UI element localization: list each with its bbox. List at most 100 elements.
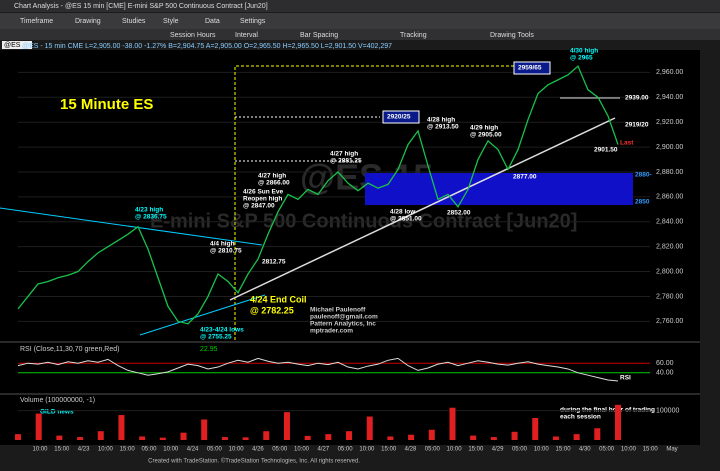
annotation: 4/28 high xyxy=(427,117,455,124)
toolbar-item[interactable]: Drawing Tools xyxy=(490,32,534,39)
volume-bar xyxy=(325,434,332,440)
level-box xyxy=(382,110,420,124)
annotation: 2939.00 xyxy=(625,95,649,102)
volume-bar xyxy=(159,437,166,440)
menu-item[interactable]: Studies xyxy=(122,18,146,25)
volume-bar xyxy=(304,435,311,440)
volume-bar xyxy=(118,415,125,440)
trend-line xyxy=(0,207,263,246)
trend-line xyxy=(229,117,616,301)
annotation: 2877.00 xyxy=(513,174,537,181)
annotation: Last xyxy=(620,140,634,147)
annotation: @ 2810.75 xyxy=(210,248,242,255)
x-tick-label: 10:00 xyxy=(294,447,310,453)
chart-title: 15 Minute ES xyxy=(60,96,153,113)
x-tick-label: 10:00 xyxy=(447,447,463,453)
volume-bar xyxy=(15,434,21,440)
y-tick-label: 2,940.00 xyxy=(656,94,683,101)
annotation: 2959/65 xyxy=(518,65,542,72)
x-tick-label: 10:00 xyxy=(229,447,245,453)
annotation: 4/23-4/24 lows xyxy=(200,327,244,334)
x-tick-label: 05:00 xyxy=(599,447,615,453)
annotation: 2812.75 xyxy=(262,259,286,266)
y-tick-label: 100000 xyxy=(656,408,679,415)
window-title: Chart Analysis - @ES 15 min [CME] E-mini… xyxy=(14,3,268,10)
annotation: 4/29 high xyxy=(470,125,498,132)
x-tick-label: 15:00 xyxy=(120,447,136,453)
volume-bar xyxy=(490,437,497,440)
volume-bar xyxy=(77,437,84,440)
toolbar-item[interactable]: Tracking xyxy=(400,32,427,39)
x-tick-label: 15:00 xyxy=(468,447,484,453)
dashed-level xyxy=(234,65,515,340)
x-tick-label: 15:00 xyxy=(381,447,397,453)
annotation: 4/23 high xyxy=(135,207,163,214)
volume-label: Volume (100000000, -1) xyxy=(20,397,95,404)
x-tick-label: 10:00 xyxy=(534,447,550,453)
info-line: @ES - 15 min CME L=2,905.00 -38.00 -1.27… xyxy=(22,43,392,50)
annotation: @ 2881.25 xyxy=(330,158,362,165)
volume-bar xyxy=(408,434,415,440)
annotation: each session xyxy=(560,414,601,421)
annotation: 2852.00 xyxy=(447,210,471,217)
chart-area xyxy=(0,50,700,445)
y-tick-label: 2,900.00 xyxy=(656,144,683,151)
annotation: 4/27 high xyxy=(258,173,286,180)
annotation: 4/26 Sun Eve xyxy=(243,189,283,196)
volume-bar xyxy=(449,407,456,440)
x-tick-label: 4/24 xyxy=(187,447,199,453)
x-tick-label: 10:00 xyxy=(621,447,637,453)
menu-item[interactable]: Timeframe xyxy=(20,18,53,25)
x-tick-label: 05:00 xyxy=(512,447,528,453)
volume-bar xyxy=(346,431,353,440)
y-tick-label: 2,780.00 xyxy=(656,293,683,300)
annotation: GILD news xyxy=(40,409,74,416)
y-tick-label: 2,860.00 xyxy=(656,194,683,201)
toolbar xyxy=(0,29,720,40)
x-tick-label: 10:00 xyxy=(359,447,375,453)
annotation: RSI xyxy=(620,375,631,382)
x-tick-label: May xyxy=(666,447,677,453)
x-tick-label: 4/26 xyxy=(252,447,264,453)
x-tick-label: 4/27 xyxy=(317,447,329,453)
annotation: 4/28 low xyxy=(390,209,416,216)
volume-bar xyxy=(615,404,621,440)
x-tick-label: 10:00 xyxy=(98,447,114,453)
volume-bar xyxy=(594,428,601,440)
toolbar-item[interactable]: Interval xyxy=(235,32,258,39)
x-tick-label: 05:00 xyxy=(338,447,354,453)
annotation: @ 2755.25 xyxy=(200,334,232,341)
title-bar xyxy=(0,0,720,12)
volume-bar xyxy=(139,436,146,440)
menu-item[interactable]: Settings xyxy=(240,18,266,25)
volume-bar xyxy=(201,419,208,440)
menu-item[interactable]: Drawing xyxy=(75,18,101,25)
annotation: 4/24 End Coil xyxy=(250,294,307,304)
y-tick-label: 2,760.00 xyxy=(656,318,683,325)
menu-item[interactable]: Style xyxy=(163,18,179,25)
annotation: 4/30 high xyxy=(570,48,598,55)
symbol-box[interactable] xyxy=(2,41,32,49)
volume-bar xyxy=(263,431,270,440)
volume-bar xyxy=(56,435,63,440)
toolbar-item[interactable]: Session Hours xyxy=(170,32,216,39)
menu-item[interactable]: Data xyxy=(205,18,220,25)
annotation: mptrader.com xyxy=(310,328,353,335)
y-tick-label: 2,800.00 xyxy=(656,268,683,275)
annotation: 2880- xyxy=(635,172,652,179)
volume-bar xyxy=(221,437,228,440)
x-tick-label: 05:00 xyxy=(425,447,441,453)
x-tick-label: 4/30 xyxy=(579,447,591,453)
annotation: 2919/20 xyxy=(625,122,649,129)
y-tick-label: 2,820.00 xyxy=(656,243,683,250)
x-tick-label: 4/29 xyxy=(492,447,504,453)
y-tick-label: 2,920.00 xyxy=(656,119,683,126)
x-tick-label: 10:00 xyxy=(32,447,48,453)
level-box xyxy=(513,61,551,75)
x-tick-label: 05:00 xyxy=(207,447,223,453)
y-tick-label: 2,840.00 xyxy=(656,219,683,226)
support-zone xyxy=(365,173,633,205)
annotation: @ 2836.75 xyxy=(135,214,167,221)
toolbar-item[interactable]: Bar Spacing xyxy=(300,32,338,39)
